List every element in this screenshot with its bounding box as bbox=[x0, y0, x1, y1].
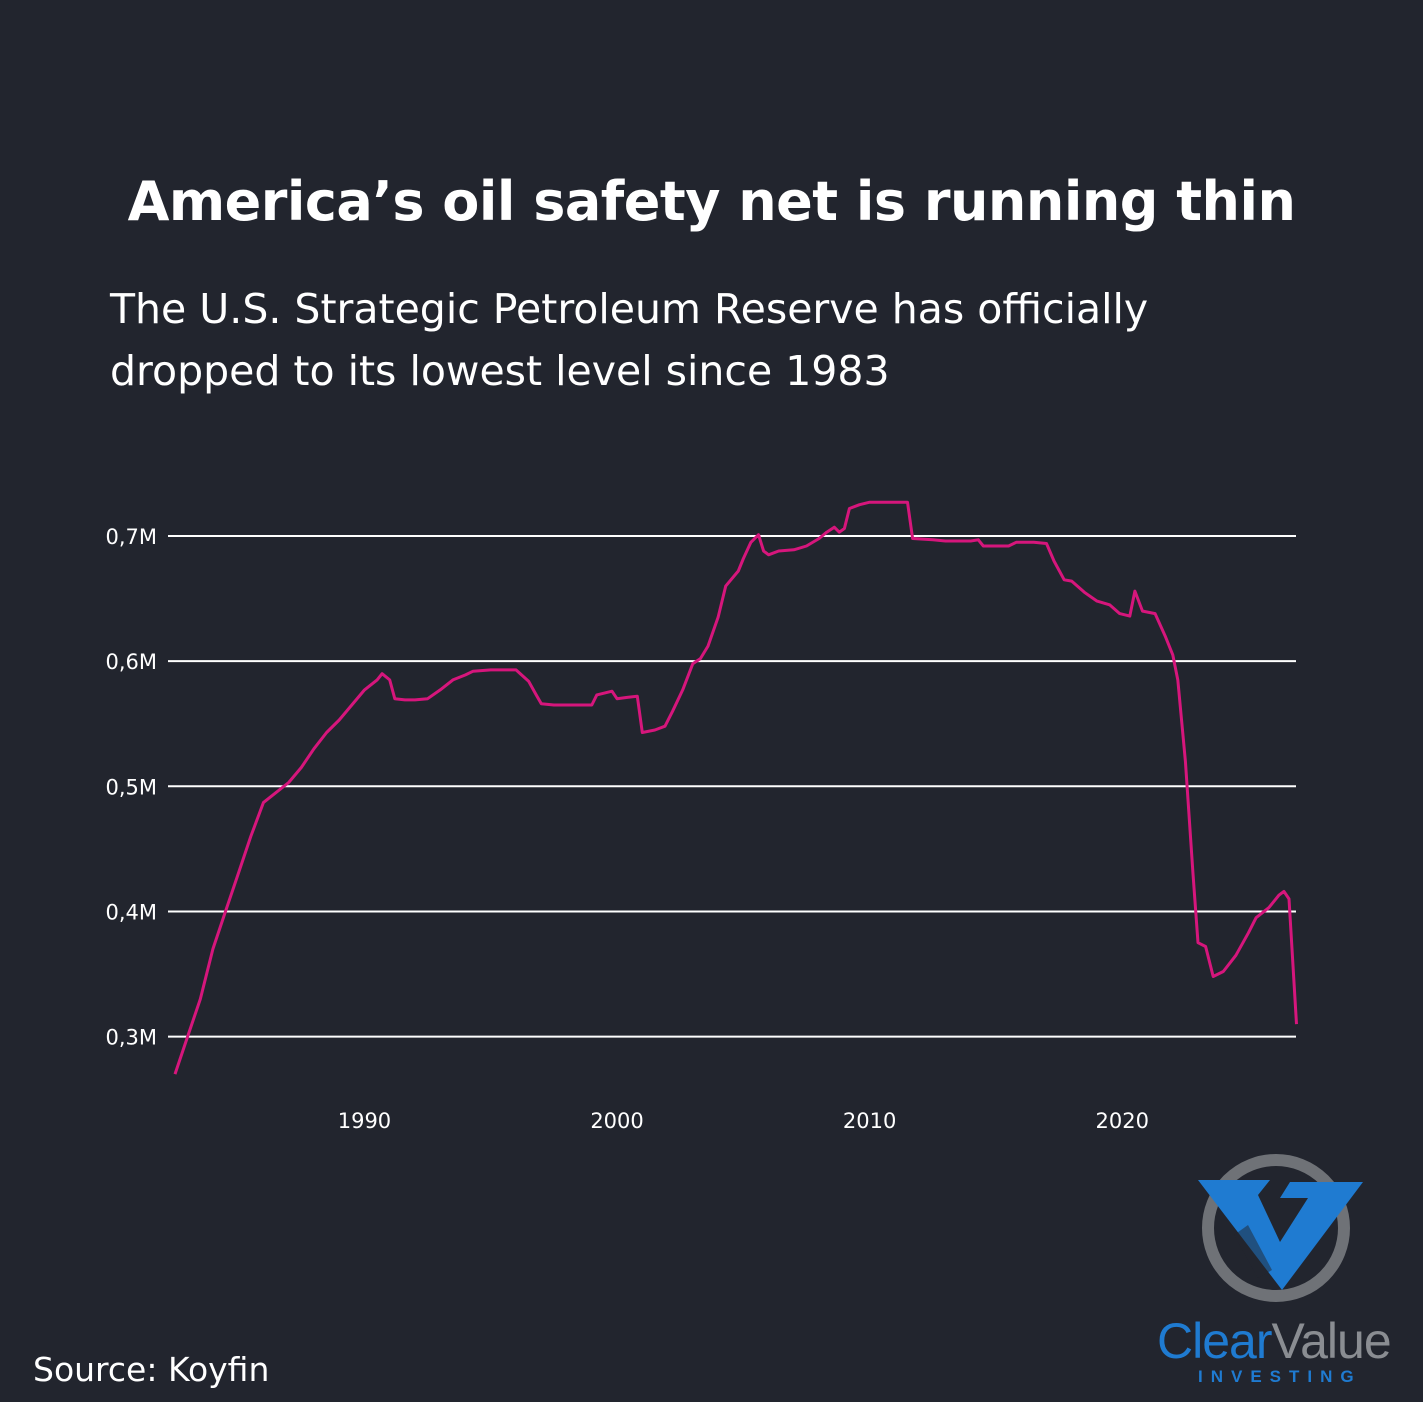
x-tick-label-2: 2010 bbox=[843, 1109, 896, 1133]
y-tick-label-3: 0,6M bbox=[105, 650, 157, 674]
logo-tagline: INVESTING bbox=[1198, 1367, 1362, 1386]
chart-title: America’s oil safety net is running thin bbox=[127, 170, 1296, 233]
x-tick-label-1: 2000 bbox=[590, 1109, 643, 1133]
logo-wordmark: ClearValue bbox=[1157, 1312, 1392, 1370]
logo-word-clear: Clear bbox=[1157, 1313, 1272, 1369]
source-note: Source: Koyfin bbox=[33, 1350, 270, 1389]
x-tick-label-3: 2020 bbox=[1096, 1109, 1149, 1133]
x-tick-label-0: 1990 bbox=[338, 1109, 391, 1133]
y-axis-tick-labels: 0,3M 0,4M 0,5M 0,6M 0,7M bbox=[105, 525, 157, 1050]
y-tick-label-2: 0,5M bbox=[105, 775, 157, 799]
y-tick-label-1: 0,4M bbox=[105, 900, 157, 924]
chart-subtitle: The U.S. Strategic Petroleum Reserve has… bbox=[110, 285, 1149, 395]
x-axis-tick-labels: 1990 2000 2010 2020 bbox=[338, 1109, 1149, 1133]
series-layer bbox=[173, 500, 1298, 1075]
series-line-0 bbox=[173, 500, 1298, 1075]
clearvalue-logo-icon bbox=[1198, 1154, 1363, 1302]
y-tick-label-4: 0,7M bbox=[105, 525, 157, 549]
grid-lines bbox=[168, 535, 1296, 1038]
y-tick-label-0: 0,3M bbox=[105, 1026, 157, 1050]
logo-word-value: Value bbox=[1271, 1313, 1391, 1369]
